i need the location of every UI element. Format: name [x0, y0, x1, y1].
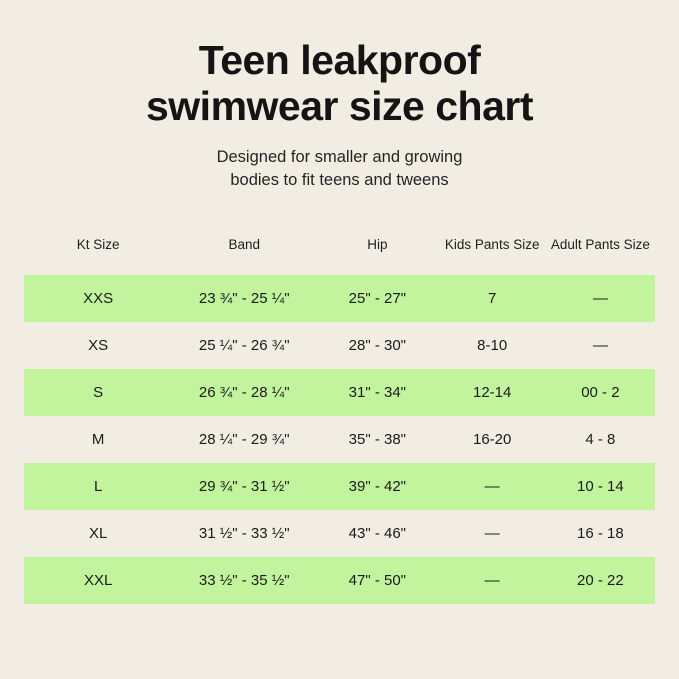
table-row-s: S 26 ¾" - 28 ¼" 31" - 34" 12-14 00 - 2	[24, 369, 655, 417]
cell-kt-size: L	[93, 478, 103, 496]
table-row-xs: XS 25 ¼" - 26 ¾" 28" - 30" 8-10 —	[24, 322, 655, 369]
page-title: Teen leakproof swimwear size chart	[0, 37, 679, 130]
cell-adult-pants: 4 - 8	[585, 431, 616, 449]
cell-kt-size: XS	[88, 337, 109, 355]
cell-band: 26 ¾" - 28 ¼"	[198, 384, 290, 402]
cell-band: 31 ½" - 33 ½"	[198, 525, 290, 543]
cell-hip: 25" - 27"	[348, 290, 407, 308]
header-kids-pants-size: Kids Pants Size	[444, 237, 540, 253]
cell-adult-pants: 20 - 22	[577, 572, 624, 590]
size-table: Kt Size Band Hip Kids Pants Size Adult P…	[24, 215, 655, 605]
table-row-xxl: XXL 33 ½" - 35 ½" 47" - 50" — 20 - 22	[24, 557, 655, 605]
page-subtitle-line2: bodies to fit teens and tweens	[230, 170, 449, 189]
cell-hip: 39" - 42"	[348, 478, 407, 496]
cell-hip: 35" - 38"	[348, 431, 407, 449]
cell-band: 33 ½" - 35 ½"	[198, 572, 290, 590]
cell-kids-pants: 16-20	[472, 431, 512, 449]
cell-kids-pants: 8-10	[477, 337, 508, 355]
page-title-line1: Teen leakproof	[198, 37, 481, 83]
cell-hip: 28" - 30"	[348, 337, 407, 355]
cell-hip: 47" - 50"	[348, 572, 407, 590]
cell-kt-size: XXL	[83, 572, 113, 590]
cell-adult-pants: 16 - 18	[577, 525, 624, 543]
page-subtitle: Designed for smaller and growing bodies t…	[0, 146, 679, 192]
cell-adult-pants: 10 - 14	[577, 478, 624, 496]
table-header-row: Kt Size Band Hip Kids Pants Size Adult P…	[24, 215, 655, 275]
cell-kids-pants: —	[484, 525, 500, 543]
cell-band: 25 ¼" - 26 ¾"	[198, 337, 290, 355]
table-row-xxs: XXS 23 ¾" - 25 ¼" 25" - 27" 7 —	[24, 275, 655, 323]
header-kt-size: Kt Size	[76, 237, 120, 253]
header-band: Band	[228, 237, 260, 253]
cell-hip: 31" - 34"	[348, 384, 407, 402]
header-adult-pants-size: Adult Pants Size	[550, 237, 650, 253]
cell-band: 29 ¾" - 31 ½"	[198, 478, 290, 496]
table-row-xl: XL 31 ½" - 33 ½" 43" - 46" — 16 - 18	[24, 510, 655, 557]
table-row-m: M 28 ¼" - 29 ¾" 35" - 38" 16-20 4 - 8	[24, 416, 655, 463]
cell-kt-size: XL	[88, 525, 108, 543]
cell-adult-pants: —	[592, 290, 608, 308]
cell-band: 23 ¾" - 25 ¼"	[198, 290, 290, 308]
cell-kt-size: XXS	[83, 290, 114, 308]
cell-kids-pants: —	[484, 478, 500, 496]
cell-hip: 43" - 46"	[348, 525, 407, 543]
cell-band: 28 ¼" - 29 ¾"	[198, 431, 290, 449]
table-row-l: L 29 ¾" - 31 ½" 39" - 42" — 10 - 14	[24, 463, 655, 511]
cell-kt-size: S	[93, 384, 104, 402]
cell-kids-pants: —	[484, 572, 500, 590]
cell-kids-pants: 7	[488, 290, 497, 308]
cell-adult-pants: 00 - 2	[581, 384, 620, 402]
page-title-line2: swimwear size chart	[145, 82, 534, 129]
header-hip: Hip	[367, 237, 388, 253]
cell-kt-size: M	[91, 431, 105, 449]
cell-adult-pants: —	[592, 337, 608, 355]
page-subtitle-line1: Designed for smaller and growing	[216, 147, 463, 166]
cell-kids-pants: 12-14	[472, 384, 512, 402]
